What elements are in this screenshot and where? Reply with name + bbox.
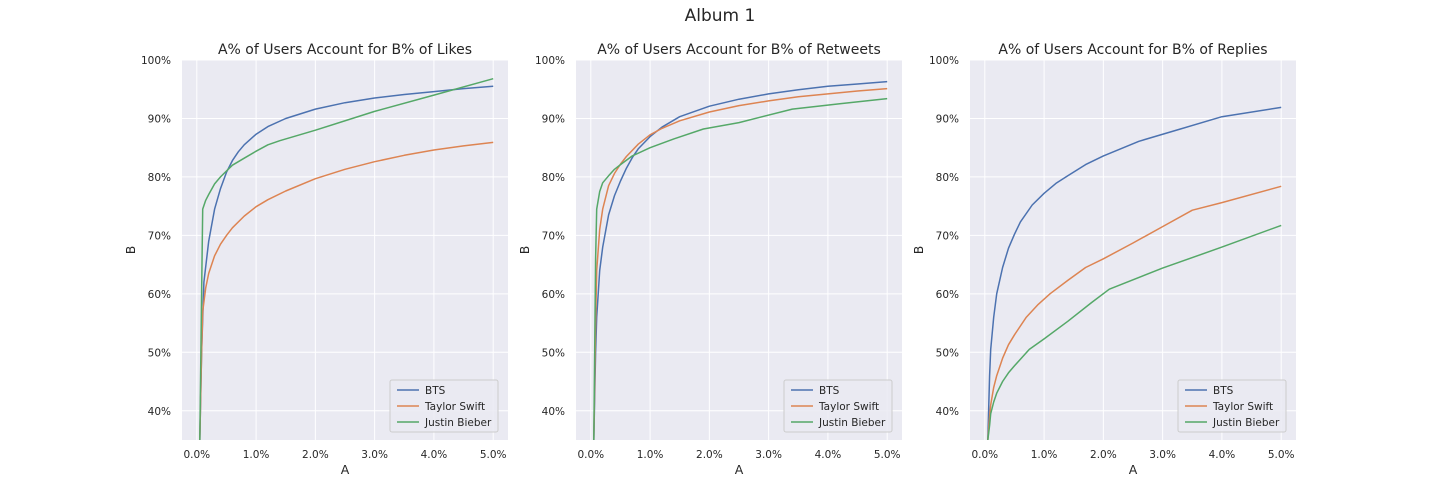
legend-label: Taylor Swift bbox=[1212, 401, 1273, 413]
x-axis-label: A bbox=[1129, 462, 1138, 477]
plot-area bbox=[970, 60, 1296, 440]
x-tick-label: 5.0% bbox=[480, 449, 507, 461]
x-tick-label: 3.0% bbox=[361, 449, 388, 461]
y-tick-label: 70% bbox=[542, 230, 565, 242]
legend-box bbox=[389, 379, 499, 433]
x-tick-label: 5.0% bbox=[874, 449, 901, 461]
y-tick-label: 100% bbox=[535, 55, 565, 67]
y-tick-label: 60% bbox=[148, 289, 171, 301]
y-tick-label: 60% bbox=[542, 289, 565, 301]
y-tick-label: 90% bbox=[148, 113, 171, 125]
subplot-2: 0.0% 1.0% 2.0% 3.0% 4.0% 5.0% 40% 50% 60% 70% 80% 9… bbox=[517, 42, 902, 477]
y-tick-label: 100% bbox=[141, 55, 171, 67]
series-line-justin-bieber bbox=[199, 77, 494, 440]
y-tick-label: 90% bbox=[542, 113, 565, 125]
x-tick-label: 1.0% bbox=[637, 449, 664, 461]
series-group bbox=[987, 106, 1282, 440]
x-axis-label: A bbox=[735, 462, 744, 477]
legend: BTS Taylor Swift Justin Bieber bbox=[783, 379, 893, 433]
y-tick-label: 70% bbox=[148, 230, 171, 242]
legend-label: BTS bbox=[819, 385, 840, 397]
y-tick-label: 50% bbox=[542, 347, 565, 359]
y-tick-label: 80% bbox=[148, 172, 171, 184]
series-line-taylor-swift bbox=[593, 87, 888, 440]
y-axis-label: B bbox=[123, 246, 138, 255]
x-tick-label: 0.0% bbox=[971, 449, 998, 461]
x-tick-label: 2.0% bbox=[696, 449, 723, 461]
x-tick-label: 3.0% bbox=[755, 449, 782, 461]
legend-label: Justin Bieber bbox=[424, 417, 492, 429]
legend: BTS Taylor Swift Justin Bieber bbox=[1177, 379, 1287, 433]
series-group bbox=[199, 77, 494, 440]
legend-box bbox=[1177, 379, 1287, 433]
y-tick-label: 60% bbox=[936, 289, 959, 301]
series-line-bts bbox=[987, 106, 1282, 440]
x-tick-label: 2.0% bbox=[1090, 449, 1117, 461]
subplot-title: A% of Users Account for B% of Retweets bbox=[597, 42, 881, 58]
y-tick-label: 80% bbox=[936, 172, 959, 184]
y-tick-label: 90% bbox=[936, 113, 959, 125]
y-tick-label: 50% bbox=[148, 347, 171, 359]
x-tick-label: 1.0% bbox=[243, 449, 270, 461]
legend-label: BTS bbox=[425, 385, 446, 397]
subplot-title: A% of Users Account for B% of Likes bbox=[218, 42, 472, 58]
legend-label: Taylor Swift bbox=[818, 401, 879, 413]
legend-label: Justin Bieber bbox=[818, 417, 886, 429]
y-tick-label: 80% bbox=[542, 172, 565, 184]
legend-label: Taylor Swift bbox=[424, 401, 485, 413]
figure-title: Album 1 bbox=[684, 6, 756, 26]
y-axis-label: B bbox=[517, 246, 532, 255]
x-tick-label: 5.0% bbox=[1268, 449, 1295, 461]
subplot-3: 0.0% 1.0% 2.0% 3.0% 4.0% 5.0% 40% 50% 60% 70% 80% 9… bbox=[911, 42, 1296, 477]
x-tick-label: 4.0% bbox=[815, 449, 842, 461]
x-tick-label: 3.0% bbox=[1149, 449, 1176, 461]
subplot-1: 0.0% 1.0% 2.0% 3.0% 4.0% 5.0% 40% 50% 60% 70% 80% 9… bbox=[123, 42, 508, 477]
x-tick-label: 1.0% bbox=[1031, 449, 1058, 461]
legend-label: BTS bbox=[1213, 385, 1234, 397]
series-line-justin-bieber bbox=[987, 224, 1282, 440]
series-line-justin-bieber bbox=[593, 97, 888, 440]
y-axis-label: B bbox=[911, 246, 926, 255]
y-tick-label: 70% bbox=[936, 230, 959, 242]
series-line-taylor-swift bbox=[199, 141, 494, 440]
legend-label: Justin Bieber bbox=[1212, 417, 1280, 429]
y-tick-label: 100% bbox=[929, 55, 959, 67]
series-line-bts bbox=[593, 80, 888, 440]
x-axis-label: A bbox=[341, 462, 350, 477]
legend-box bbox=[783, 379, 893, 433]
y-tick-label: 40% bbox=[542, 406, 565, 418]
series-line-taylor-swift bbox=[987, 185, 1282, 440]
series-line-bts bbox=[199, 85, 494, 440]
x-tick-label: 4.0% bbox=[1209, 449, 1236, 461]
x-tick-label: 2.0% bbox=[302, 449, 329, 461]
y-tick-label: 40% bbox=[148, 406, 171, 418]
series-group bbox=[593, 80, 888, 440]
x-tick-label: 0.0% bbox=[577, 449, 604, 461]
x-tick-label: 4.0% bbox=[421, 449, 448, 461]
legend: BTS Taylor Swift Justin Bieber bbox=[389, 379, 499, 433]
subplot-title: A% of Users Account for B% of Replies bbox=[998, 42, 1267, 58]
y-tick-label: 50% bbox=[936, 347, 959, 359]
y-tick-label: 40% bbox=[936, 406, 959, 418]
x-tick-label: 0.0% bbox=[183, 449, 210, 461]
plot-area bbox=[182, 60, 508, 440]
